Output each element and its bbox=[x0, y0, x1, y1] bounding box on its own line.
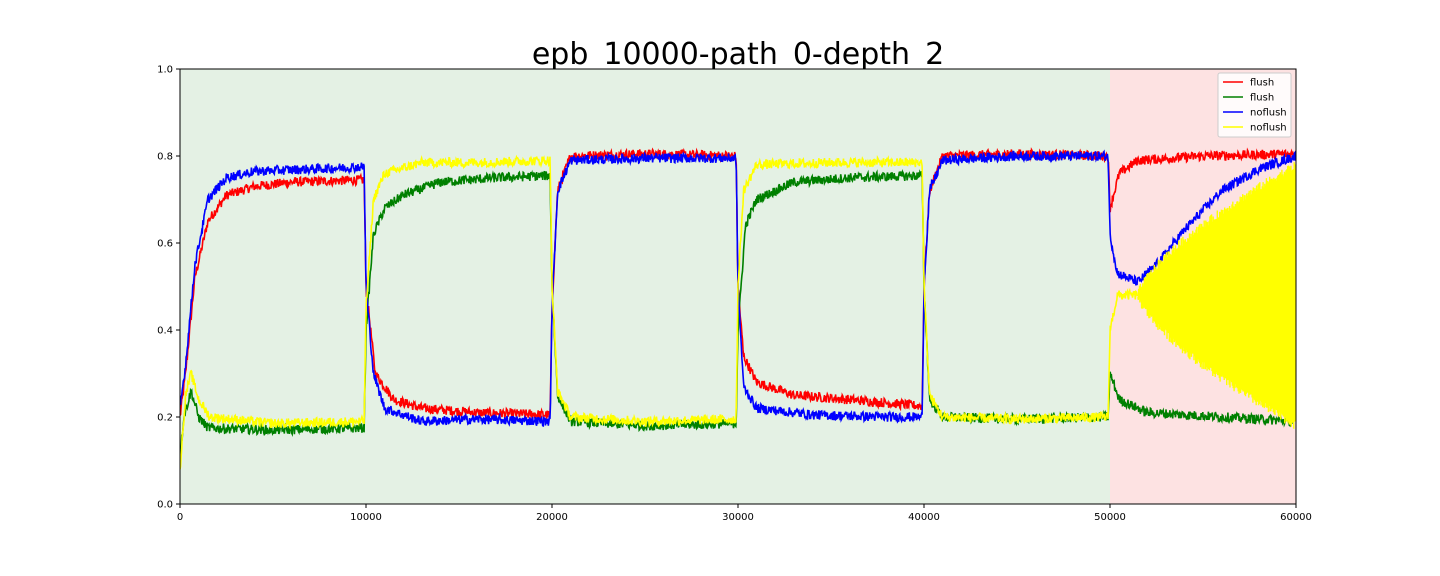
x-axis: 0 10000 20000 30000 40000 50000 60000 bbox=[177, 504, 1312, 523]
y-tick-label: 0.8 bbox=[157, 152, 173, 163]
background-region-0 bbox=[180, 69, 1110, 504]
legend-label: noflush bbox=[1250, 108, 1287, 119]
x-tick-label: 0 bbox=[177, 512, 183, 523]
x-tick-label: 30000 bbox=[722, 512, 754, 523]
y-tick-label: 0.6 bbox=[157, 239, 173, 250]
x-tick-label: 40000 bbox=[908, 512, 940, 523]
series-layer bbox=[180, 147, 1296, 470]
y-tick-label: 0.4 bbox=[157, 326, 173, 337]
x-tick-label: 10000 bbox=[350, 512, 382, 523]
y-tick-label: 1.0 bbox=[157, 65, 173, 76]
legend-label: flush bbox=[1250, 78, 1274, 89]
series-line-3 bbox=[180, 154, 1139, 470]
x-tick-label: 60000 bbox=[1280, 512, 1312, 523]
series-oscillation-3 bbox=[1137, 162, 1296, 429]
chart-title: epb_10000-path_0-depth_2 bbox=[532, 37, 944, 72]
y-tick-label: 0.0 bbox=[157, 500, 173, 511]
legend: flush flush noflush noflush bbox=[1217, 72, 1292, 138]
legend-label: noflush bbox=[1250, 123, 1287, 134]
x-tick-label: 20000 bbox=[536, 512, 568, 523]
y-axis: 0.0 0.2 0.4 0.6 0.8 1.0 bbox=[157, 65, 180, 511]
y-tick-label: 0.2 bbox=[157, 413, 173, 424]
legend-box bbox=[1217, 72, 1292, 138]
x-tick-label: 50000 bbox=[1094, 512, 1126, 523]
legend-label: flush bbox=[1250, 93, 1274, 104]
